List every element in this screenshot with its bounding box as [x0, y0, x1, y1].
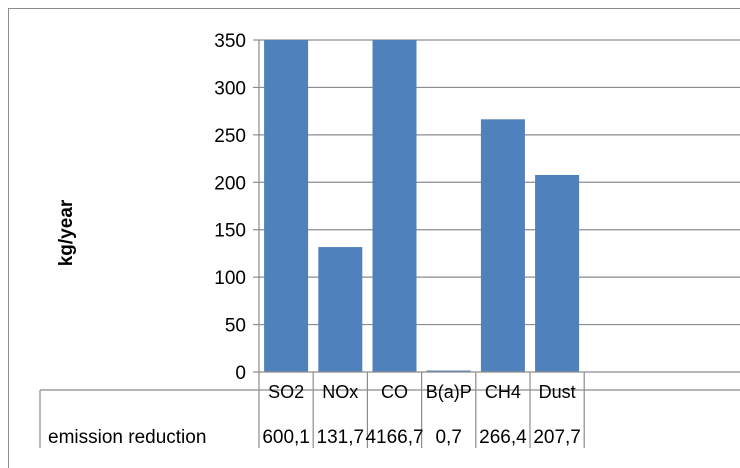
chart-frame: [8, 8, 740, 468]
data-table-value: 4166,7: [365, 427, 423, 448]
x-tick-label: SO2: [268, 382, 304, 402]
y-axis-title: kg/year: [56, 199, 77, 266]
x-tick-label: CH4: [485, 382, 521, 402]
y-tick-label: 350: [214, 31, 246, 52]
x-tick-label: CO: [381, 382, 408, 402]
data-table-value: 266,4: [479, 427, 527, 448]
x-tick-label: NOx: [322, 382, 358, 402]
y-tick-label: 150: [214, 221, 246, 242]
y-tick-label: 250: [214, 126, 246, 147]
data-table-value: 131,7: [317, 427, 365, 448]
data-table-value: 0,7: [435, 427, 461, 448]
x-tick-label: Dust: [539, 382, 576, 402]
bar-dust: [535, 174, 580, 372]
data-table-value: 600,1: [262, 427, 310, 448]
data-table-row-label: emission reduction: [48, 427, 206, 448]
bar-ch4: [480, 119, 525, 372]
data-table-value: 207,7: [533, 427, 581, 448]
axes: 0 50 100 150 200 250 300 350: [214, 31, 740, 448]
bar-co: [372, 40, 417, 372]
bar-bap: [426, 370, 471, 372]
bar-nox: [318, 247, 363, 372]
y-tick-label: 50: [225, 316, 246, 337]
y-tick-label: 200: [214, 173, 246, 194]
bars: [264, 40, 580, 372]
x-tick-label: B(a)P: [426, 382, 472, 402]
y-tick-label: 100: [214, 268, 246, 289]
bar-chart: 0 50 100 150 200 250 300 350 SO2 600,1 NOx 131,7 CO…: [39, 31, 740, 448]
bar-so2: [264, 40, 309, 372]
y-tick-label: 300: [214, 78, 246, 99]
y-tick-label: 0: [235, 363, 246, 384]
data-table: SO2 600,1 NOx 131,7 CO 4166,7 B(a)P 0,7 CH4 266,4…: [39, 372, 740, 448]
